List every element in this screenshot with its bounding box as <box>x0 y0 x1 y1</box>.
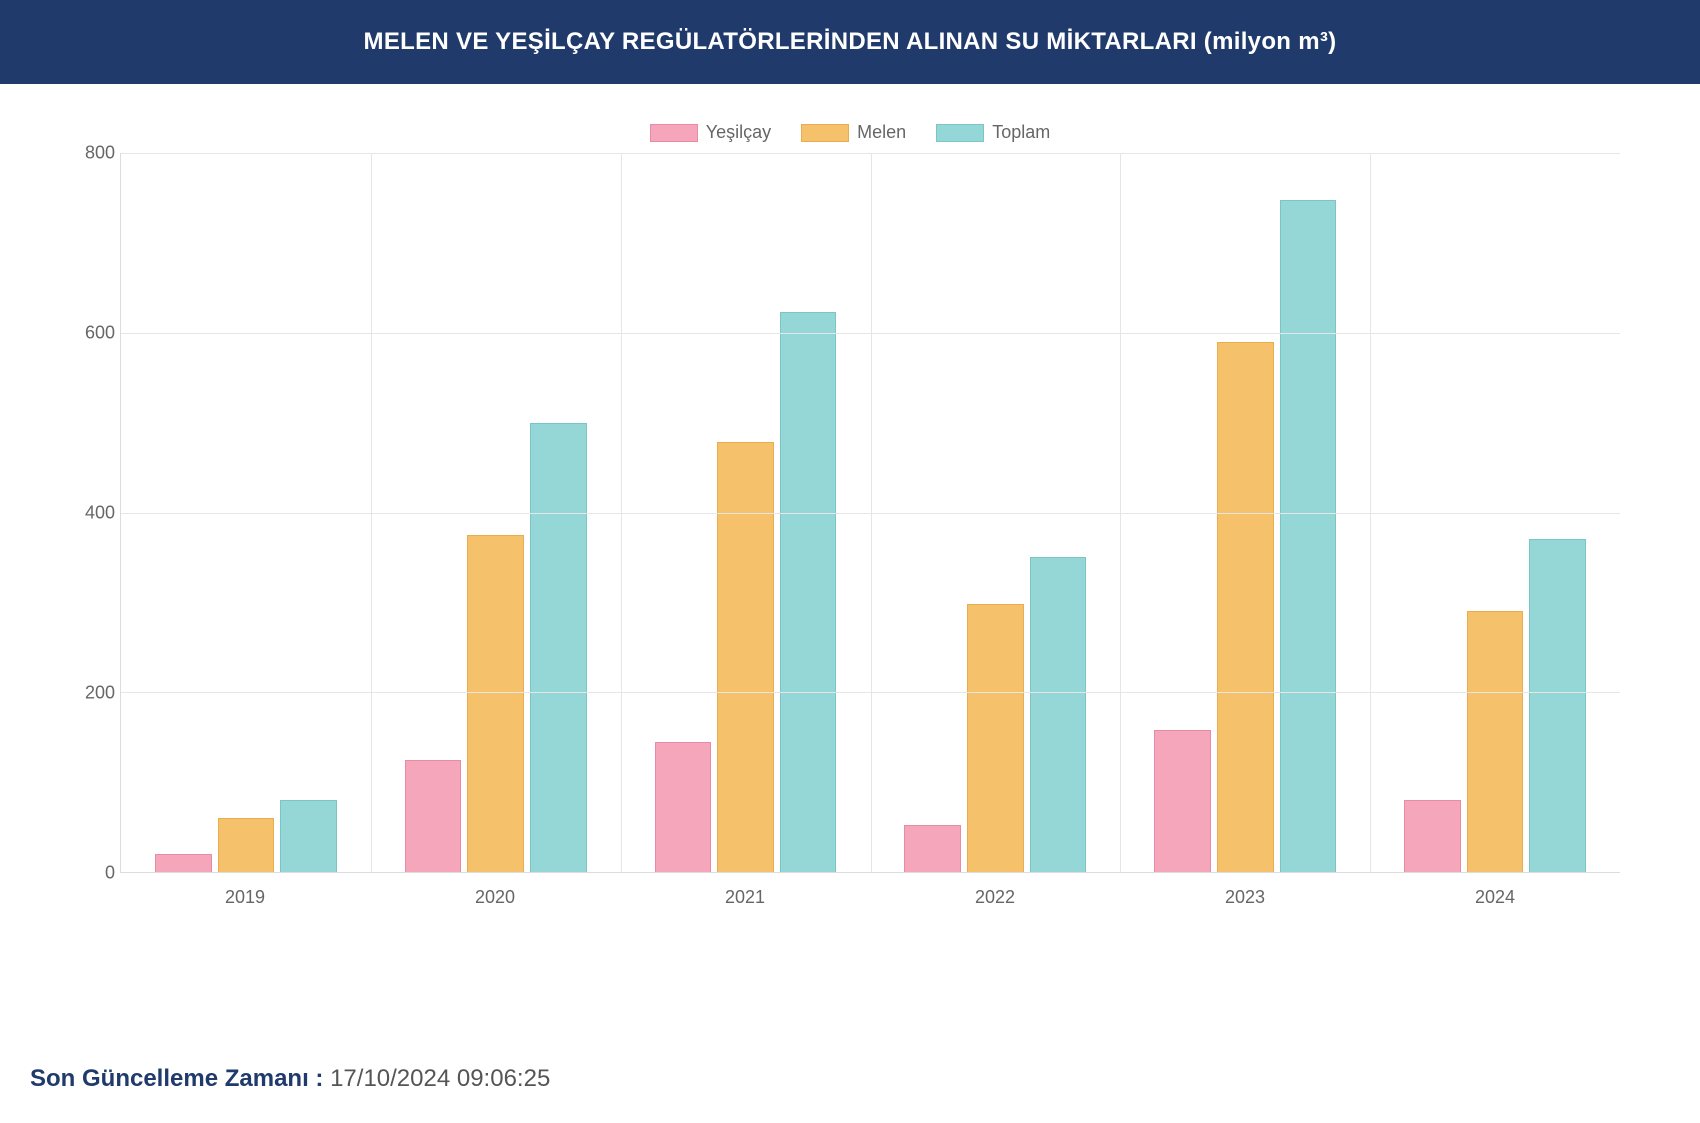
chart-title: MELEN VE YEŞİLÇAY REGÜLATÖRLERİNDEN ALIN… <box>364 28 1337 55</box>
y-tick-label: 0 <box>60 863 115 884</box>
x-tick-label: 2019 <box>120 887 370 908</box>
legend-swatch <box>650 124 698 142</box>
bar[interactable] <box>218 818 275 872</box>
legend-swatch <box>936 124 984 142</box>
legend-item[interactable]: Toplam <box>936 122 1050 143</box>
plot-area <box>120 153 1620 873</box>
bar[interactable] <box>530 423 587 872</box>
bar[interactable] <box>1154 730 1211 872</box>
bar[interactable] <box>655 742 712 872</box>
x-tick-label: 2021 <box>620 887 870 908</box>
bar[interactable] <box>1529 539 1586 872</box>
y-tick-label: 400 <box>60 503 115 524</box>
last-updated: Son Güncelleme Zamanı : 17/10/2024 09:06… <box>30 1065 550 1093</box>
bar[interactable] <box>467 535 524 872</box>
legend-item[interactable]: Yeşilçay <box>650 122 771 143</box>
bar[interactable] <box>780 312 837 872</box>
legend-label: Toplam <box>992 122 1050 143</box>
vgridline <box>1120 153 1121 872</box>
bar[interactable] <box>155 854 212 872</box>
vgridline <box>371 153 372 872</box>
legend: Yeşilçay Melen Toplam <box>60 104 1640 153</box>
chart-header: MELEN VE YEŞİLÇAY REGÜLATÖRLERİNDEN ALIN… <box>0 0 1700 84</box>
chart-container: YeşilçayMelenToplam 0200400600800 201920… <box>0 84 1700 918</box>
bar[interactable] <box>717 442 774 872</box>
bar[interactable] <box>1217 342 1274 872</box>
bar[interactable] <box>405 760 462 872</box>
y-axis-labels: 0200400600800 <box>60 153 115 873</box>
y-tick-label: 800 <box>60 143 115 164</box>
last-updated-label: Son Güncelleme Zamanı : <box>30 1065 323 1092</box>
legend-label: Yeşilçay <box>706 122 771 143</box>
y-tick-label: 600 <box>60 323 115 344</box>
bar[interactable] <box>280 800 337 872</box>
legend-item[interactable]: Melen <box>801 122 906 143</box>
bar[interactable] <box>1280 200 1337 872</box>
legend-swatch <box>801 124 849 142</box>
last-updated-value: 17/10/2024 09:06:25 <box>330 1065 550 1092</box>
bar[interactable] <box>904 825 961 872</box>
x-axis-labels: 201920202021202220232024 <box>120 873 1620 908</box>
legend-label: Melen <box>857 122 906 143</box>
bar[interactable] <box>967 604 1024 872</box>
vgridline <box>1370 153 1371 872</box>
bar[interactable] <box>1404 800 1461 872</box>
x-tick-label: 2024 <box>1370 887 1620 908</box>
bar[interactable] <box>1030 557 1087 872</box>
vgridline <box>871 153 872 872</box>
vgridline <box>621 153 622 872</box>
y-tick-label: 200 <box>60 683 115 704</box>
x-tick-label: 2022 <box>870 887 1120 908</box>
x-tick-label: 2023 <box>1120 887 1370 908</box>
x-tick-label: 2020 <box>370 887 620 908</box>
bar[interactable] <box>1467 611 1524 872</box>
plot: 0200400600800 <box>120 153 1620 873</box>
